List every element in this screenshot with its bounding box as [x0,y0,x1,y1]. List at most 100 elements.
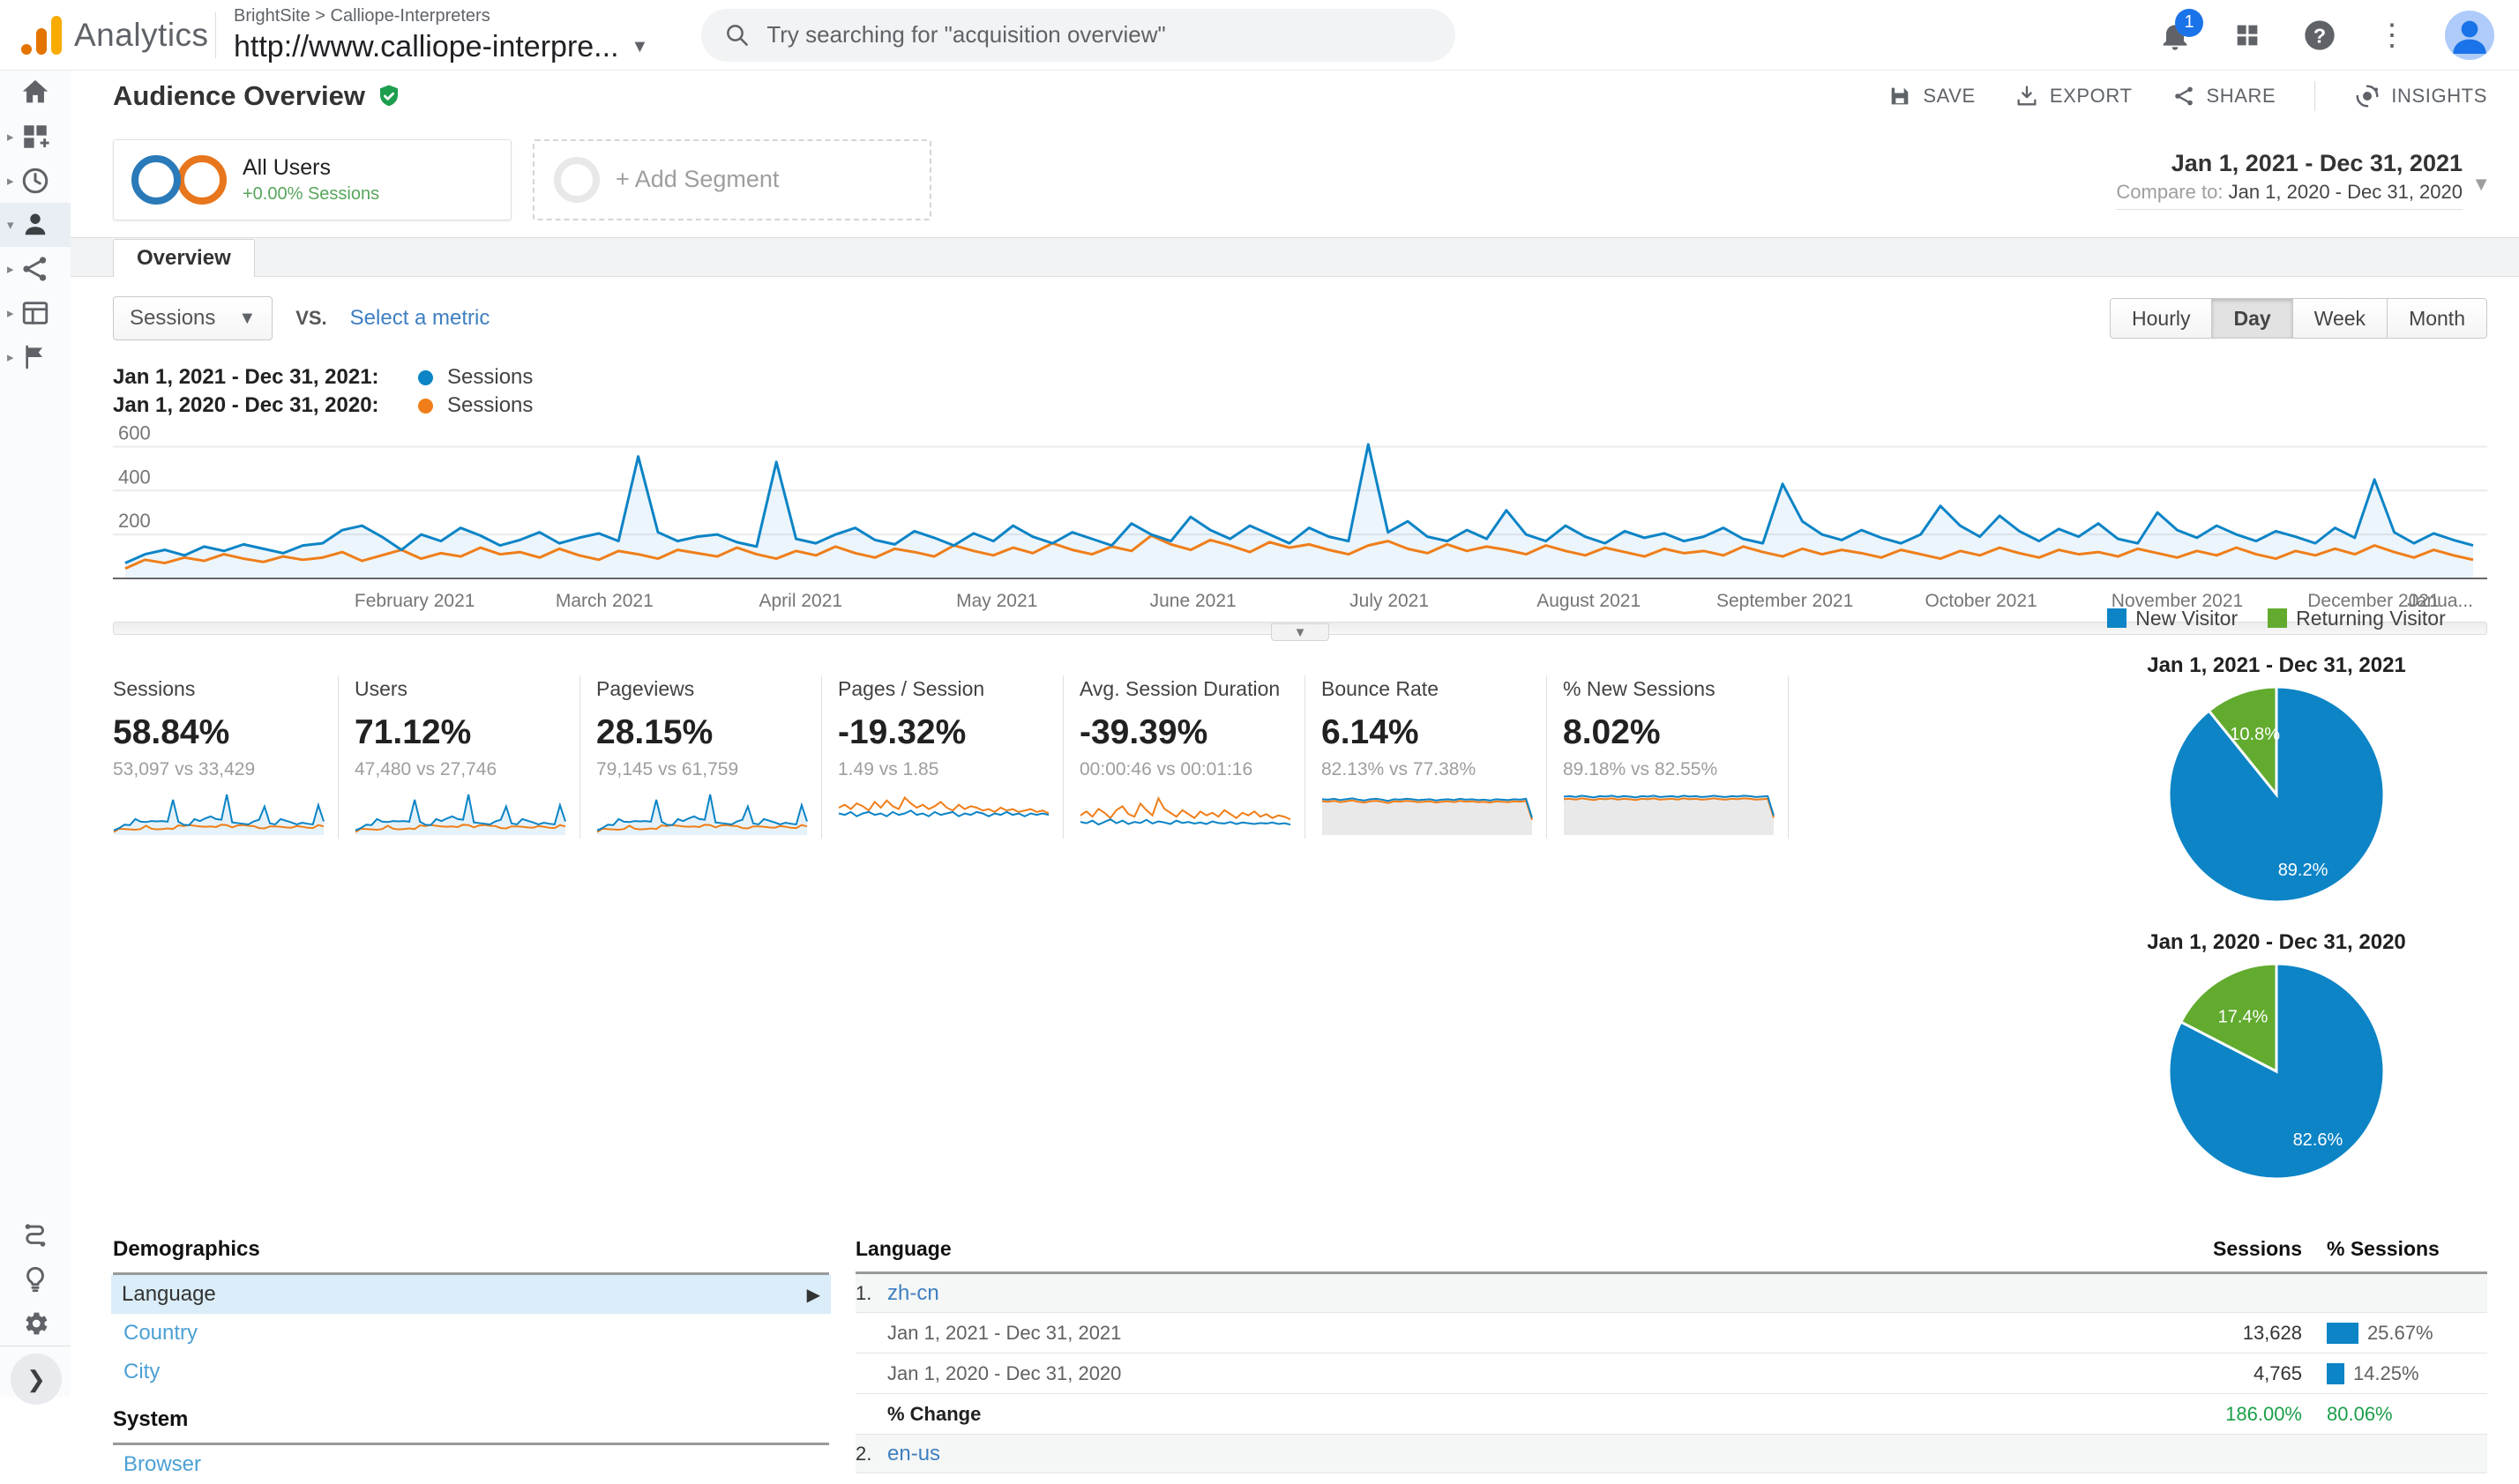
export-button[interactable]: EXPORT [2014,84,2133,108]
sparkline [1080,789,1291,839]
sparkline [1563,789,1775,839]
breadcrumb: BrightSite > Calliope-Interpreters [234,6,648,26]
property-name: http://www.calliope-interpre... [234,30,619,64]
search-input[interactable]: Try searching for "acquisition overview" [701,9,1455,62]
col-header-sessions[interactable]: Sessions [2161,1237,2302,1261]
expand-sidebar-button[interactable]: ❯ [11,1353,62,1405]
sparkline [838,789,1050,839]
sidebar-item-customization[interactable]: ▸ [0,115,71,159]
visitor-type-panel: New Visitor Returning Visitor Jan 1, 202… [2069,607,2484,1184]
customization-icon [20,122,50,152]
sidebar-item-behavior[interactable]: ▸ [0,291,71,335]
sidebar-item-admin[interactable] [0,1301,71,1346]
sidebar-item-attribution[interactable] [0,1213,71,1257]
pie-chart-2020[interactable]: 82.6%17.4% [2164,958,2389,1184]
sidebar-item-conversions[interactable]: ▸ [0,335,71,379]
sidebar-item-acquisition[interactable]: ▸ [0,247,71,291]
sidebar-item-discover[interactable] [0,1257,71,1301]
nav-item-country[interactable]: Country [113,1314,829,1353]
product-name: Analytics [74,17,209,54]
app-bar: Analytics BrightSite > Calliope-Interpre… [0,0,2519,71]
audience-person-icon [19,209,51,241]
granularity-day[interactable]: Day [2212,298,2292,339]
chevron-down-icon: ▼ [2471,173,2491,196]
table-row: Jan 1, 2021 - Dec 31, 2021 13,628 25.67% [856,1313,2487,1353]
report-nav: Demographics Language▶ Country City Syst… [113,1237,829,1484]
date-range-picker[interactable]: Jan 1, 2021 - Dec 31, 2021 Compare to: J… [2116,150,2487,210]
scorecard-pageviews[interactable]: Pageviews 28.15% 79,145 vs 61,759 [596,675,822,839]
download-icon [2014,84,2039,108]
delta-value: 28.15% [596,713,805,752]
granularity-week[interactable]: Week [2293,298,2388,339]
nav-item-browser[interactable]: Browser [113,1445,829,1484]
analytics-logo[interactable]: Analytics [0,16,210,55]
pie-chart-2021[interactable]: 89.2%10.8% [2164,682,2389,907]
share-button[interactable]: SHARE [2171,84,2276,108]
segment-name: All Users [243,155,379,181]
scorecard-bounce-rate[interactable]: Bounce Rate 6.14% 82.13% vs 77.38% [1321,675,1547,839]
more-menu-button[interactable]: ⋮ [2373,16,2411,55]
segment-all-users[interactable]: All Users +0.00% Sessions [113,139,512,220]
property-selector[interactable]: BrightSite > Calliope-Interpreters http:… [234,6,648,64]
scorecard-new-sessions[interactable]: % New Sessions 8.02% 89.18% vs 82.55% [1563,675,1789,839]
granularity-month[interactable]: Month [2388,298,2487,339]
svg-text:May 2021: May 2021 [956,591,1037,611]
person-icon [2445,11,2494,60]
granularity-toggle: Hourly Day Week Month [2110,298,2487,339]
table-row: Jan 1, 2020 - Dec 31, 2020 4,765 14.25% [856,1353,2487,1394]
svg-text:400: 400 [118,466,151,488]
help-button[interactable]: ? [2300,16,2339,55]
add-segment-button[interactable]: + Add Segment [533,139,931,220]
chevron-right-icon: ❯ [26,1366,46,1393]
annotations-expander[interactable]: ▼ [1271,623,1329,641]
svg-text:February 2021: February 2021 [355,591,475,611]
vertical-dots-icon: ⋮ [2377,20,2407,50]
nav-item-city[interactable]: City [113,1353,829,1391]
tab-overview[interactable]: Overview [113,239,255,277]
page-title: Audience Overview [113,80,402,112]
divider [2314,81,2315,111]
language-link[interactable]: en-us [887,1442,940,1466]
sidebar-item-audience[interactable]: ▾ [0,203,71,247]
sparkline [596,789,808,839]
scorecard-pages-per-session[interactable]: Pages / Session -19.32% 1.49 vs 1.85 [838,675,1064,839]
scorecard-users[interactable]: Users 71.12% 47,480 vs 27,746 [355,675,580,839]
language-link[interactable]: zh-cn [887,1281,939,1306]
delta-value: -39.39% [1080,713,1289,752]
select-metric-link[interactable]: Select a metric [350,306,490,331]
green-swatch-icon [2268,608,2287,628]
search-placeholder: Try searching for "acquisition overview" [766,21,1165,48]
demographics-header: Demographics [113,1237,829,1275]
verified-shield-icon [376,83,402,109]
segment-circle-orange-icon [177,155,227,205]
apps-button[interactable] [2228,16,2267,55]
sidebar-item-realtime[interactable]: ▸ [0,159,71,203]
expand-icon: ▸ [7,349,14,365]
sidebar-item-home[interactable] [0,71,71,115]
svg-text:September 2021: September 2021 [1716,591,1853,611]
col-header-language[interactable]: Language [856,1237,2161,1261]
account-avatar[interactable] [2445,11,2494,60]
legend-series: Sessions [447,365,533,390]
svg-text:200: 200 [118,510,151,532]
flag-icon [21,343,49,371]
save-button[interactable]: SAVE [1887,84,1975,108]
table-row: 2. en-us [856,1435,2487,1473]
scorecard-avg-session-duration[interactable]: Avg. Session Duration -39.39% 00:00:46 v… [1080,675,1305,839]
svg-text:10.8%: 10.8% [2230,725,2280,744]
notifications-button[interactable]: 1 [2156,16,2194,55]
col-header-pct-sessions[interactable]: % Sessions [2302,1237,2487,1261]
granularity-hourly[interactable]: Hourly [2110,298,2212,339]
scorecard-sessions[interactable]: Sessions 58.84% 53,097 vs 33,429 [113,675,339,839]
insights-button[interactable]: INSIGHTS [2354,83,2487,109]
behavior-icon [20,298,50,328]
metric-dropdown[interactable]: Sessions▼ [113,296,273,340]
gear-icon [20,1309,50,1339]
nav-item-language[interactable]: Language▶ [111,1275,831,1314]
svg-text:August 2021: August 2021 [1536,591,1641,611]
date-range-primary: Jan 1, 2021 - Dec 31, 2021 [2116,150,2463,177]
expand-icon: ▸ [7,305,14,321]
ga-logo-icon [21,16,62,55]
